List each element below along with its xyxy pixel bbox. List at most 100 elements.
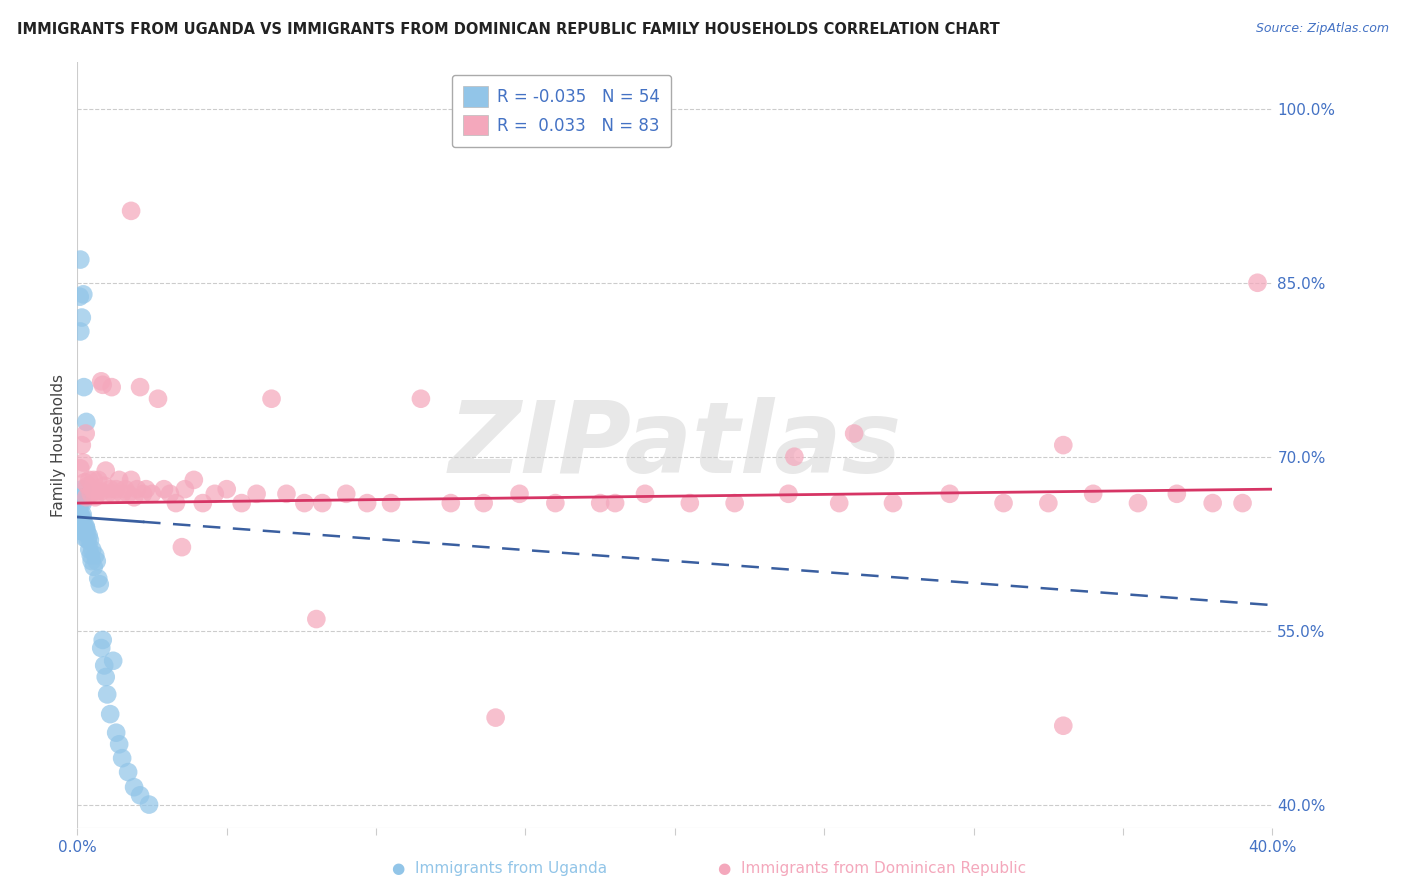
Point [174, 482, 197, 496]
Point [87, 571, 110, 585]
Point [204, 487, 226, 501]
Point [75, 519, 97, 533]
Point [67, 516, 90, 531]
Point [939, 487, 962, 501]
Point [83, 560, 105, 574]
Text: ●  Immigrants from Uganda: ● Immigrants from Uganda [391, 861, 607, 876]
Point [844, 426, 866, 441]
Point [79, 533, 101, 548]
Point [90, 374, 112, 388]
Text: Source: ZipAtlas.com: Source: ZipAtlas.com [1256, 22, 1389, 36]
Point [69, 508, 91, 522]
Point [75, 522, 97, 536]
Point [380, 496, 402, 510]
Point [1052, 438, 1074, 452]
Point [91, 377, 114, 392]
Point [69, 461, 91, 475]
Point [311, 496, 333, 510]
Point [79, 542, 101, 557]
Point [83, 473, 105, 487]
Point [1246, 276, 1268, 290]
Point [87, 473, 110, 487]
Point [108, 737, 131, 751]
Text: ZIPatlas: ZIPatlas [449, 397, 901, 493]
Point [117, 487, 139, 501]
Point [70, 438, 93, 452]
Text: ●  Immigrants from Dominican Republic: ● Immigrants from Dominican Republic [717, 861, 1026, 876]
Point [73, 475, 96, 490]
Point [75, 426, 97, 441]
Point [103, 654, 124, 668]
Point [72, 482, 94, 496]
Point [165, 496, 187, 510]
Point [73, 524, 96, 539]
Point [544, 496, 567, 510]
Point [485, 710, 508, 724]
Point [73, 531, 96, 545]
Point [70, 490, 93, 504]
Point [80, 548, 103, 563]
Point [409, 392, 432, 406]
Point [105, 482, 128, 496]
Point [84, 490, 107, 504]
Point [127, 482, 149, 496]
Point [82, 542, 104, 557]
Point [605, 496, 627, 510]
Point [73, 519, 96, 533]
Point [170, 540, 193, 554]
Point [783, 450, 806, 464]
Point [724, 496, 747, 510]
Point [69, 290, 91, 304]
Point [80, 487, 103, 501]
Point [72, 513, 94, 527]
Point [94, 464, 117, 478]
Point [69, 252, 91, 267]
Point [778, 487, 800, 501]
Point [67, 519, 90, 533]
Point [86, 484, 108, 499]
Point [108, 473, 131, 487]
Point [67, 524, 90, 538]
Point [356, 496, 378, 510]
Point [120, 203, 142, 218]
Point [77, 528, 100, 542]
Y-axis label: Family Households: Family Households [51, 374, 66, 516]
Legend: R = -0.035   N = 54, R =  0.033   N = 83: R = -0.035 N = 54, R = 0.033 N = 83 [451, 75, 671, 147]
Point [91, 632, 114, 647]
Point [138, 797, 160, 812]
Point [117, 765, 139, 780]
Point [183, 473, 205, 487]
Point [440, 496, 463, 510]
Point [141, 487, 163, 501]
Point [72, 496, 94, 510]
Point [305, 612, 328, 626]
Point [90, 484, 112, 499]
Point [72, 508, 94, 522]
Point [73, 380, 96, 394]
Point [93, 478, 115, 492]
Point [993, 496, 1015, 510]
Point [882, 496, 904, 510]
Point [276, 487, 298, 501]
Point [70, 516, 93, 531]
Point [114, 482, 136, 496]
Point [72, 287, 94, 301]
Point [98, 482, 121, 496]
Point [89, 577, 111, 591]
Point [80, 554, 103, 568]
Point [634, 487, 657, 501]
Point [94, 670, 117, 684]
Point [135, 482, 157, 496]
Point [76, 478, 98, 492]
Point [105, 725, 128, 739]
Point [82, 482, 104, 496]
Point [215, 482, 238, 496]
Point [1126, 496, 1149, 510]
Point [679, 496, 702, 510]
Point [509, 487, 531, 501]
Point [1083, 487, 1105, 501]
Point [75, 490, 97, 504]
Point [1052, 719, 1074, 733]
Point [246, 487, 269, 501]
Point [79, 473, 101, 487]
